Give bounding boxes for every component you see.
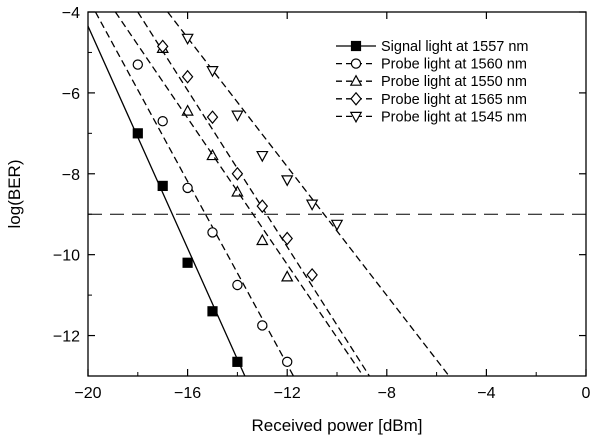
data-point: [156, 39, 169, 54]
x-tick-label: −20: [74, 385, 101, 402]
x-axis-label: Received power [dBm]: [251, 416, 422, 435]
plot-content: [88, 12, 586, 376]
data-point: [305, 199, 319, 211]
series-0: [88, 25, 246, 376]
data-point: [256, 199, 269, 214]
legend-marker: [350, 40, 362, 52]
data-point: [132, 128, 143, 139]
series-1: [94, 12, 294, 376]
data-point: [157, 180, 168, 192]
data-point: [181, 33, 194, 46]
series-4: [167, 12, 450, 376]
legend-marker: [350, 91, 362, 106]
data-point: [280, 175, 294, 187]
x-axis: −20 −16 −12 −8 −4 0: [74, 12, 591, 402]
data-point: [207, 227, 218, 238]
data-point: [206, 110, 219, 125]
data-point: [207, 306, 218, 317]
data-point: [181, 104, 194, 116]
data-point: [232, 279, 243, 291]
legend-marker: [349, 111, 363, 124]
y-tick-label: −10: [53, 248, 80, 265]
data-point: [206, 148, 219, 161]
series-fit-line: [114, 12, 364, 376]
data-point: [231, 166, 244, 181]
legend-label: Signal light at 1557 nm: [381, 39, 529, 55]
x-tick-label: −4: [477, 385, 495, 402]
data-point: [282, 356, 293, 368]
x-tick-label: 0: [582, 385, 591, 402]
y-tick-label: −6: [62, 86, 80, 103]
y-tick-label: −12: [53, 329, 80, 346]
y-axis-label: log(BER): [5, 160, 24, 229]
data-point: [232, 356, 243, 367]
legend-label: Probe light at 1565 nm: [381, 92, 527, 108]
data-point: [257, 320, 268, 331]
legend: Signal light at 1557 nm Probe light at 15…: [336, 39, 529, 125]
data-point: [181, 69, 194, 84]
y-tick-label: −4: [62, 5, 80, 22]
data-point: [231, 110, 244, 122]
x-tick-label: −8: [378, 385, 396, 402]
y-axis: −12 −10 −8 −6 −4: [53, 5, 586, 377]
x-tick-label: −16: [174, 385, 201, 402]
legend-label: Probe light at 1560 nm: [381, 57, 527, 73]
x-tick-label: −12: [274, 385, 301, 402]
data-point: [330, 219, 344, 232]
legend-label: Probe light at 1550 nm: [381, 74, 527, 90]
y-tick-label: −8: [62, 167, 80, 184]
series-fit-line: [94, 12, 294, 376]
plot-area: [88, 12, 586, 376]
series-2: [137, 12, 370, 376]
data-point: [256, 233, 269, 246]
legend-marker: [349, 74, 363, 86]
data-point: [182, 257, 193, 268]
data-point: [281, 231, 293, 246]
data-point: [231, 185, 244, 197]
series-fit-line: [88, 25, 246, 376]
data-point: [132, 59, 143, 70]
data-point: [206, 66, 219, 78]
legend-marker: [350, 58, 362, 69]
data-point: [280, 270, 294, 282]
data-point: [256, 150, 269, 163]
series-3: [114, 12, 364, 376]
data-point: [182, 182, 193, 194]
legend-label: Probe light at 1545 nm: [381, 109, 527, 125]
data-point: [157, 115, 168, 127]
series-fit-line: [137, 12, 370, 376]
data-point: [306, 267, 318, 282]
